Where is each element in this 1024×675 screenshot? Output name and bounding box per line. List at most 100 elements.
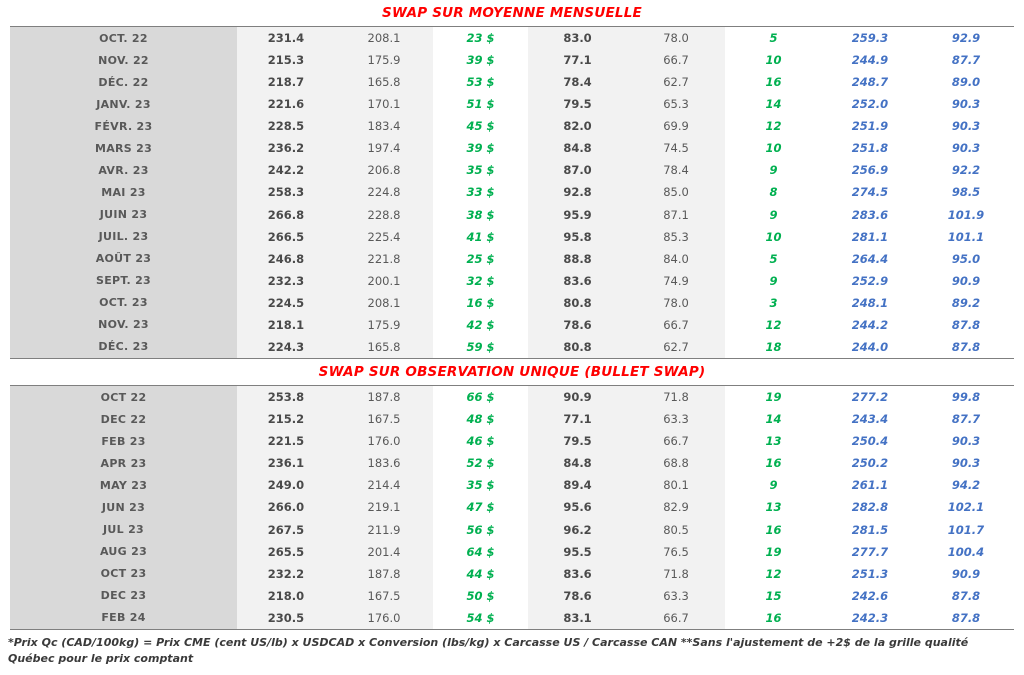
count-cell: 19 bbox=[725, 386, 822, 409]
price-us-cell: 79.5 bbox=[528, 430, 627, 453]
table-row: DÉC. 22 218.7 165.8 53 $78.4 62.7 16 248.7 89.0 bbox=[10, 71, 1014, 94]
month-cell: JUIL. 23 bbox=[10, 225, 237, 248]
price-cme-cell: 224.8 bbox=[335, 181, 433, 204]
table-row: MAY 23 249.0 214.4 35 $89.4 80.1 9 261.1 94.2 bbox=[10, 474, 1014, 497]
price-us2-cell: 66.7 bbox=[627, 430, 725, 453]
count-cell: 9 bbox=[725, 159, 822, 182]
projection2-cell: 101.9 bbox=[918, 203, 1014, 226]
price-us-cell: 77.1 bbox=[528, 49, 627, 72]
projection-cell: 282.8 bbox=[822, 496, 918, 519]
count-cell: 5 bbox=[725, 247, 822, 270]
price-qc-cell: 221.5 bbox=[237, 430, 335, 453]
month-cell: JUN 23 bbox=[10, 496, 237, 519]
price-qc-cell: 236.1 bbox=[237, 452, 335, 475]
table-row: DEC 23 218.0 167.5 50 $78.6 63.3 15 242.6 87.8 bbox=[10, 584, 1014, 607]
projection-cell: 277.2 bbox=[822, 386, 918, 409]
price-us2-cell: 68.8 bbox=[627, 452, 725, 475]
count-cell: 12 bbox=[725, 115, 822, 138]
price-us-cell: 83.6 bbox=[528, 269, 627, 292]
count-cell: 9 bbox=[725, 203, 822, 226]
swap-value-cell: 25 $ bbox=[433, 247, 528, 270]
price-us2-cell: 85.0 bbox=[627, 181, 725, 204]
table-row: DEC 22 215.2 167.5 48 $77.1 63.3 14 243.4 87.7 bbox=[10, 408, 1014, 431]
table-row: AOÛT 23 246.8 221.8 25 $88.8 84.0 5 264.4 95.0 bbox=[10, 247, 1014, 270]
price-qc-cell: 224.5 bbox=[237, 291, 335, 314]
projection2-cell: 90.3 bbox=[918, 115, 1014, 138]
count-cell: 9 bbox=[725, 474, 822, 497]
price-qc-cell: 224.3 bbox=[237, 335, 335, 358]
price-qc-cell: 265.5 bbox=[237, 540, 335, 563]
month-cell: FEB 23 bbox=[10, 430, 237, 453]
month-cell: MAI 23 bbox=[10, 181, 237, 204]
count-cell: 5 bbox=[725, 27, 822, 50]
count-cell: 10 bbox=[725, 225, 822, 248]
month-cell: FÉVR. 23 bbox=[10, 115, 237, 138]
bullet-swap-table: OCT 22 253.8 187.8 66 $90.9 71.8 19 277.2 99.8 D… bbox=[10, 385, 1014, 630]
count-cell: 19 bbox=[725, 540, 822, 563]
month-cell: OCT 23 bbox=[10, 562, 237, 585]
count-cell: 3 bbox=[725, 291, 822, 314]
price-qc-cell: 253.8 bbox=[237, 386, 335, 409]
price-cme-cell: 206.8 bbox=[335, 159, 433, 182]
price-cme-cell: 200.1 bbox=[335, 269, 433, 292]
count-cell: 13 bbox=[725, 496, 822, 519]
monthly-swap-title: SWAP SUR MOYENNE MENSUELLE bbox=[382, 5, 642, 21]
price-qc-cell: 249.0 bbox=[237, 474, 335, 497]
price-qc-cell: 230.5 bbox=[237, 606, 335, 629]
projection2-cell: 99.8 bbox=[918, 386, 1014, 409]
projection-cell: 248.7 bbox=[822, 71, 918, 94]
month-cell: JUIN 23 bbox=[10, 203, 237, 226]
swap-value-cell: 23 $ bbox=[433, 27, 528, 50]
price-us-cell: 82.0 bbox=[528, 115, 627, 138]
price-us2-cell: 66.7 bbox=[627, 49, 725, 72]
month-cell: MARS 23 bbox=[10, 137, 237, 160]
price-us-cell: 79.5 bbox=[528, 93, 627, 116]
table-row: MARS 23 236.2 197.4 39 $84.8 74.5 10 251.8 90.3 bbox=[10, 137, 1014, 160]
price-us2-cell: 78.0 bbox=[627, 291, 725, 314]
price-us2-cell: 78.0 bbox=[627, 27, 725, 50]
projection2-cell: 94.2 bbox=[918, 474, 1014, 497]
price-us2-cell: 85.3 bbox=[627, 225, 725, 248]
price-cme-cell: 228.8 bbox=[335, 203, 433, 226]
month-cell: AOÛT 23 bbox=[10, 247, 237, 270]
projection2-cell: 90.9 bbox=[918, 269, 1014, 292]
projection-cell: 250.2 bbox=[822, 452, 918, 475]
projection2-cell: 101.7 bbox=[918, 518, 1014, 541]
projection-cell: 242.6 bbox=[822, 584, 918, 607]
swap-value-cell: 38 $ bbox=[433, 203, 528, 226]
table-row: OCT 23 232.2 187.8 44 $83.6 71.8 12 251.3 90.9 bbox=[10, 562, 1014, 585]
price-us-cell: 78.6 bbox=[528, 313, 627, 336]
price-qc-cell: 215.2 bbox=[237, 408, 335, 431]
month-cell: SEPT. 23 bbox=[10, 269, 237, 292]
price-qc-cell: 218.1 bbox=[237, 313, 335, 336]
swap-value-cell: 54 $ bbox=[433, 606, 528, 629]
projection2-cell: 87.8 bbox=[918, 584, 1014, 607]
month-cell: DÉC. 22 bbox=[10, 71, 237, 94]
month-cell: AUG 23 bbox=[10, 540, 237, 563]
projection-cell: 242.3 bbox=[822, 606, 918, 629]
price-cme-cell: 201.4 bbox=[335, 540, 433, 563]
price-cme-cell: 167.5 bbox=[335, 584, 433, 607]
swap-value-cell: 51 $ bbox=[433, 93, 528, 116]
price-qc-cell: 267.5 bbox=[237, 518, 335, 541]
price-us-cell: 83.1 bbox=[528, 606, 627, 629]
price-qc-cell: 228.5 bbox=[237, 115, 335, 138]
price-us-cell: 83.6 bbox=[528, 562, 627, 585]
month-cell: NOV. 22 bbox=[10, 49, 237, 72]
price-us-cell: 95.8 bbox=[528, 225, 627, 248]
swap-value-cell: 48 $ bbox=[433, 408, 528, 431]
month-cell: APR 23 bbox=[10, 452, 237, 475]
count-cell: 14 bbox=[725, 408, 822, 431]
projection-cell: 283.6 bbox=[822, 203, 918, 226]
count-cell: 16 bbox=[725, 606, 822, 629]
price-cme-cell: 165.8 bbox=[335, 335, 433, 358]
price-us-cell: 89.4 bbox=[528, 474, 627, 497]
table-row: AUG 23 265.5 201.4 64 $95.5 76.5 19 277.7 100.4 bbox=[10, 540, 1014, 563]
price-cme-cell: 175.9 bbox=[335, 49, 433, 72]
price-qc-cell: 242.2 bbox=[237, 159, 335, 182]
price-us-cell: 80.8 bbox=[528, 335, 627, 358]
price-cme-cell: 170.1 bbox=[335, 93, 433, 116]
table-row: DÉC. 23 224.3 165.8 59 $80.8 62.7 18 244.0 87.8 bbox=[10, 335, 1014, 358]
price-qc-cell: 232.2 bbox=[237, 562, 335, 585]
count-cell: 13 bbox=[725, 430, 822, 453]
